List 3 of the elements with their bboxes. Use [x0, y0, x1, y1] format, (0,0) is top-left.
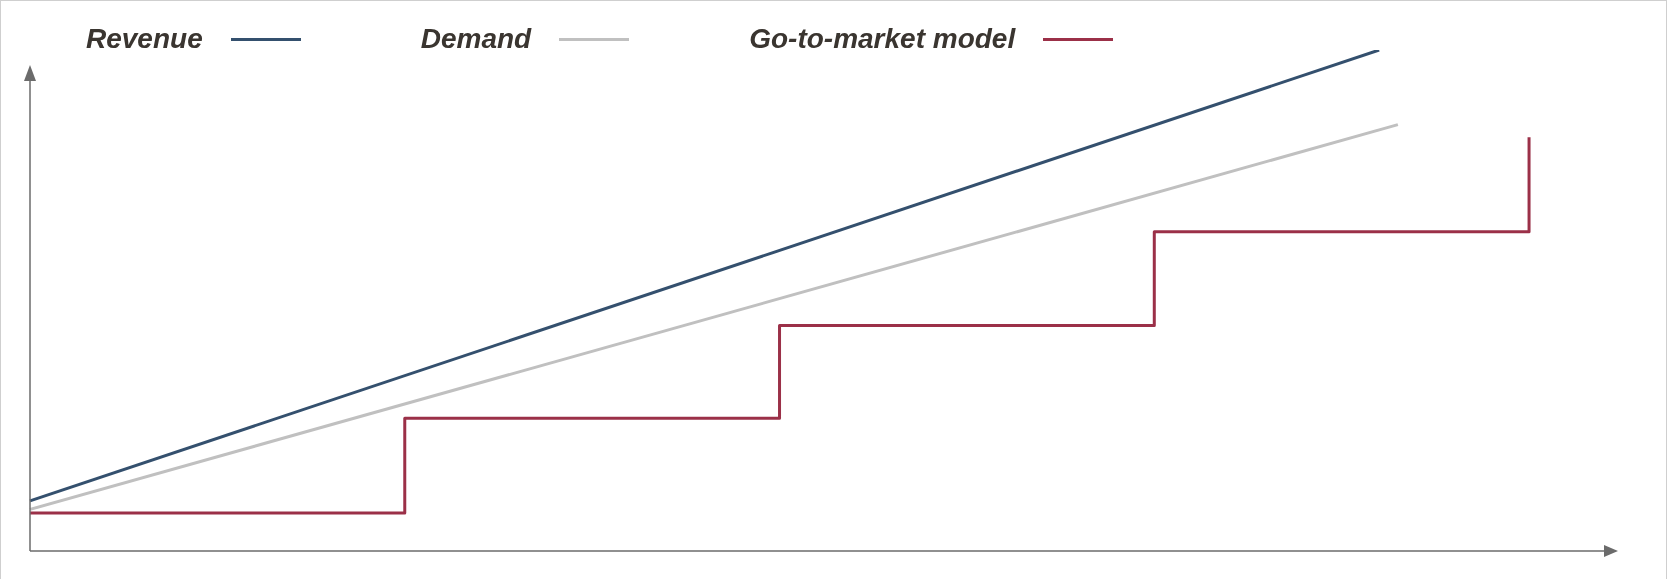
legend-label: Demand — [420, 23, 532, 55]
legend-label: Revenue — [86, 23, 203, 55]
legend-label: Go-to-market model — [749, 23, 1016, 55]
